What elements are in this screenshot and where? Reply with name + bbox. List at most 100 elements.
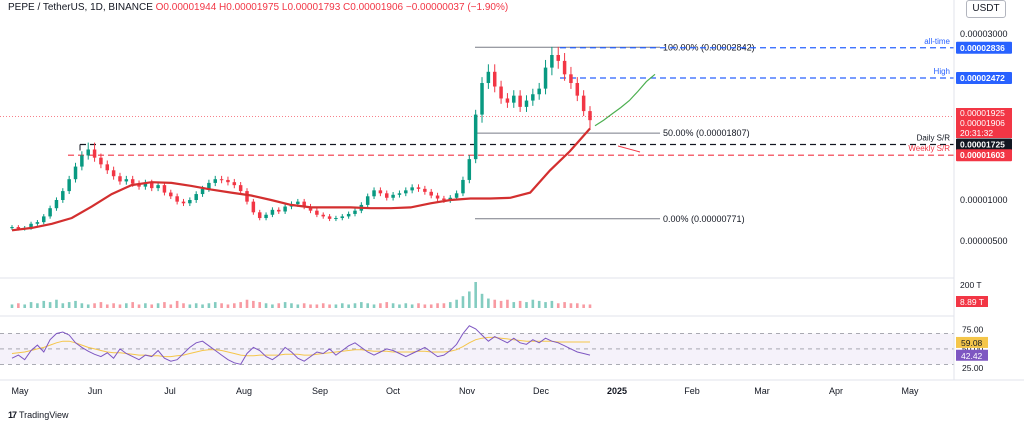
rsi-badge-text: 42.42 [961, 351, 983, 361]
candle [219, 179, 224, 181]
price-badge-text: 0.00001925 [960, 108, 1005, 118]
projection-down-arrow [617, 145, 641, 153]
volume-bar [67, 302, 71, 308]
volume-bar [315, 304, 319, 308]
rsi-tick-label: 25.00 [962, 363, 984, 373]
price-tick-label: 0.00000500 [960, 236, 1008, 246]
currency-button[interactable]: USDT [966, 0, 1006, 18]
price-badge-text: 0.00001906 [960, 118, 1005, 128]
time-tick-label: Mar [754, 386, 770, 396]
candle [200, 188, 205, 195]
volume-bar [302, 303, 306, 308]
volume-bar [175, 300, 179, 308]
volume-bar [182, 303, 185, 308]
candle [16, 227, 21, 229]
volume-bar [36, 303, 39, 308]
candle [588, 111, 592, 121]
candle [130, 179, 135, 184]
candle [143, 182, 148, 187]
volume-bar [239, 302, 242, 308]
time-tick-label: Jun [88, 386, 103, 396]
candle [308, 206, 313, 211]
volume-bar [156, 303, 160, 308]
candle [149, 182, 154, 189]
volume-bar [423, 304, 427, 308]
volume-bar [29, 302, 33, 308]
volume-bar [379, 303, 382, 308]
candle [232, 182, 237, 186]
candle [188, 200, 192, 204]
candle [492, 71, 497, 87]
time-tick-label: Sep [312, 386, 328, 396]
price-tick-label: 0.00003000 [960, 29, 1008, 39]
price-badge [956, 108, 1012, 118]
candle [397, 193, 402, 195]
volume-bar [207, 303, 211, 308]
volume-bar [201, 304, 204, 308]
candle [137, 183, 141, 187]
time-tick-label: Oct [386, 386, 401, 396]
volume-bar [512, 302, 516, 308]
level-label: High [934, 67, 950, 76]
candle [340, 216, 345, 219]
candle [499, 86, 503, 99]
volume-bar [290, 303, 293, 308]
candle [42, 216, 46, 223]
candle [537, 88, 541, 95]
candle [461, 179, 465, 194]
volume-bar [194, 303, 198, 308]
candle [118, 176, 122, 182]
candle [207, 182, 211, 189]
candle [80, 155, 84, 167]
volume-bar [461, 296, 465, 308]
candle [416, 187, 421, 189]
candle [111, 170, 116, 177]
volume-bar [442, 303, 446, 308]
volume-bar [385, 302, 389, 308]
candle [92, 149, 97, 158]
volume-bar [468, 291, 471, 308]
volume-bar [487, 298, 490, 308]
candle [73, 166, 78, 180]
volume-bar [436, 303, 439, 308]
candle [162, 185, 167, 193]
level-badge-text: 0.00002836 [960, 43, 1005, 53]
volume-bar [417, 303, 420, 308]
candle [556, 55, 560, 61]
volume-bar [582, 304, 585, 308]
price-badge [956, 128, 1012, 138]
time-tick-label: Aug [236, 386, 252, 396]
volume-bar [321, 303, 325, 308]
volume-bar [569, 303, 573, 308]
candle [169, 192, 173, 197]
candle [448, 197, 453, 200]
volume-bar [340, 303, 344, 308]
time-tick-label: Apr [829, 386, 843, 396]
volume-bar [455, 299, 458, 308]
candle [283, 206, 287, 212]
volume-bar [55, 299, 58, 308]
candle [251, 201, 256, 213]
volume-bar [544, 302, 547, 308]
volume-bar [99, 302, 103, 308]
ohlc-readout: O0.00001944 H0.00001975 L0.00001793 C0.0… [155, 2, 509, 13]
rsi-tick-label: 50.00 [962, 344, 984, 354]
candle [257, 212, 262, 219]
price-tick-label: 0.00001000 [960, 195, 1008, 205]
volume-bar [23, 304, 27, 308]
volume-bar [518, 300, 522, 308]
volume-bar [474, 282, 477, 308]
candle [505, 98, 510, 103]
volume-bar [347, 304, 350, 308]
candle [531, 94, 535, 101]
volume-bar [233, 303, 236, 308]
volume-badge [956, 296, 988, 307]
volume-bar [410, 304, 414, 308]
candle [473, 114, 478, 160]
volume-bar [105, 304, 109, 308]
rsi-ma-badge [956, 336, 988, 348]
volume-bar [169, 304, 173, 308]
axes: 0.000030000.000025000.000010000.00000500… [0, 0, 1024, 396]
candle [277, 209, 281, 212]
candle [35, 222, 40, 224]
